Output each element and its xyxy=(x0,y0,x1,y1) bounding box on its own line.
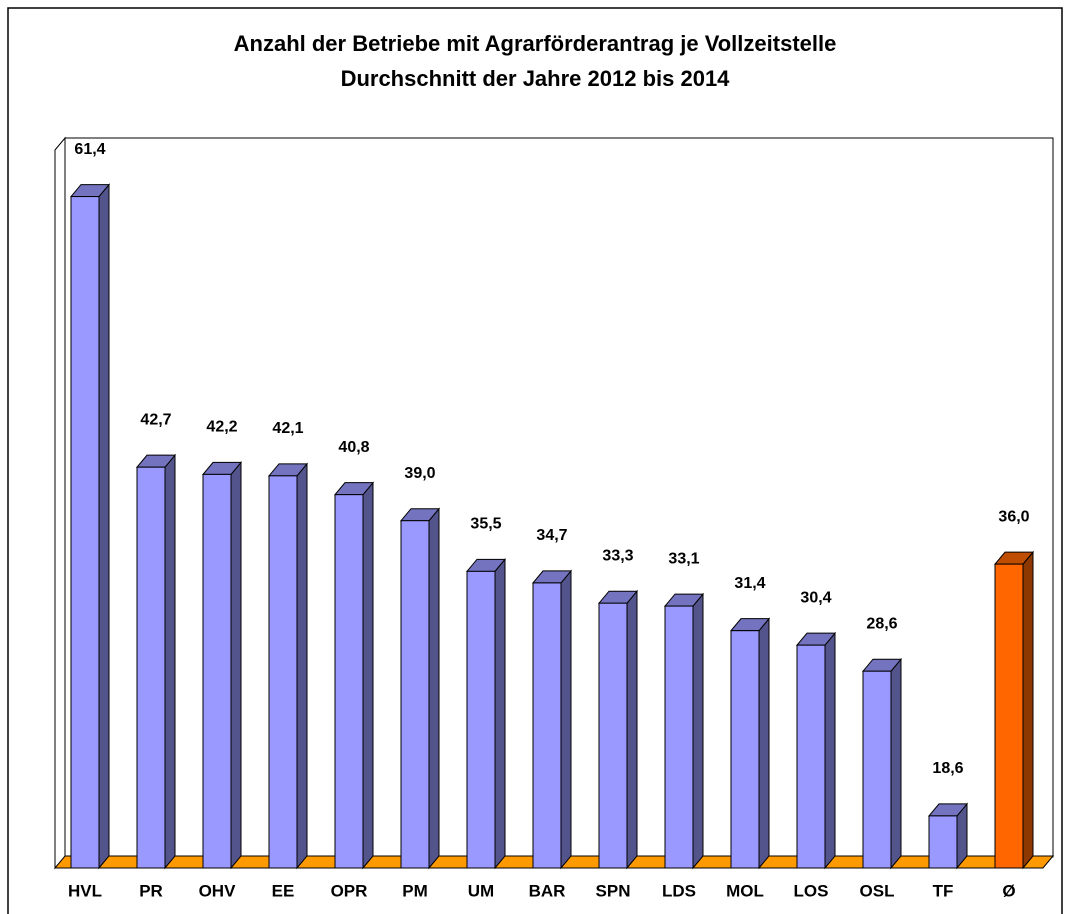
value-label: 36,0 xyxy=(998,508,1029,525)
chart-subtitle: Durchschnitt der Jahre 2012 bis 2014 xyxy=(341,66,731,91)
bar xyxy=(532,582,562,869)
x-tick-label: Ø xyxy=(1002,881,1015,900)
bar-side xyxy=(494,557,506,870)
bar xyxy=(928,815,958,869)
value-label: 18,6 xyxy=(932,760,963,777)
bar-side xyxy=(428,507,440,870)
value-label: 42,1 xyxy=(272,420,303,437)
bar xyxy=(202,473,232,869)
value-label: 30,4 xyxy=(800,589,831,606)
bar-side xyxy=(890,657,902,870)
bar xyxy=(70,196,100,869)
value-label: 33,3 xyxy=(602,547,633,564)
value-label: 39,0 xyxy=(404,465,435,482)
bar-side xyxy=(758,617,770,870)
bar xyxy=(400,520,430,869)
x-tick-label: OHV xyxy=(199,881,237,900)
bar-side xyxy=(560,569,572,870)
bar-side xyxy=(824,631,836,870)
bar xyxy=(334,494,364,869)
bar xyxy=(730,630,760,869)
bar xyxy=(796,644,826,869)
bar xyxy=(136,466,166,869)
x-tick-label: PM xyxy=(402,881,428,900)
x-tick-label: PR xyxy=(139,881,163,900)
x-tick-label: EE xyxy=(272,881,295,900)
value-label: 61,4 xyxy=(74,141,105,158)
bar xyxy=(862,670,892,869)
value-label: 42,7 xyxy=(140,411,171,428)
bar xyxy=(268,475,298,869)
value-label: 33,1 xyxy=(668,550,699,567)
x-tick-label: LOS xyxy=(794,881,829,900)
bar-side xyxy=(626,589,638,870)
x-tick-label: MOL xyxy=(726,881,764,900)
value-label: 42,2 xyxy=(206,419,237,436)
chart-title: Anzahl der Betriebe mit Agrarförderantra… xyxy=(234,31,837,56)
bar xyxy=(598,602,628,869)
bar xyxy=(466,570,496,869)
value-label: 40,8 xyxy=(338,439,369,456)
x-tick-label: UM xyxy=(468,881,494,900)
bar xyxy=(664,605,694,869)
bar-side xyxy=(230,461,242,870)
bar xyxy=(994,563,1024,869)
bar-side xyxy=(692,592,704,870)
x-tick-label: SPN xyxy=(596,881,631,900)
value-label: 28,6 xyxy=(866,615,897,632)
bar-side xyxy=(164,453,176,870)
x-tick-label: TF xyxy=(933,881,954,900)
value-label: 31,4 xyxy=(734,575,765,592)
x-tick-label: LDS xyxy=(662,881,696,900)
bar-side xyxy=(98,183,110,870)
x-tick-label: OSL xyxy=(860,881,895,900)
bar-side xyxy=(1022,550,1034,870)
x-tick-label: OPR xyxy=(331,881,368,900)
side-wall xyxy=(54,136,66,870)
x-tick-label: BAR xyxy=(529,881,566,900)
value-label: 35,5 xyxy=(470,516,501,533)
bar-side xyxy=(296,462,308,870)
bar-side xyxy=(362,481,374,870)
value-label: 34,7 xyxy=(536,527,567,544)
x-tick-label: HVL xyxy=(68,881,102,900)
